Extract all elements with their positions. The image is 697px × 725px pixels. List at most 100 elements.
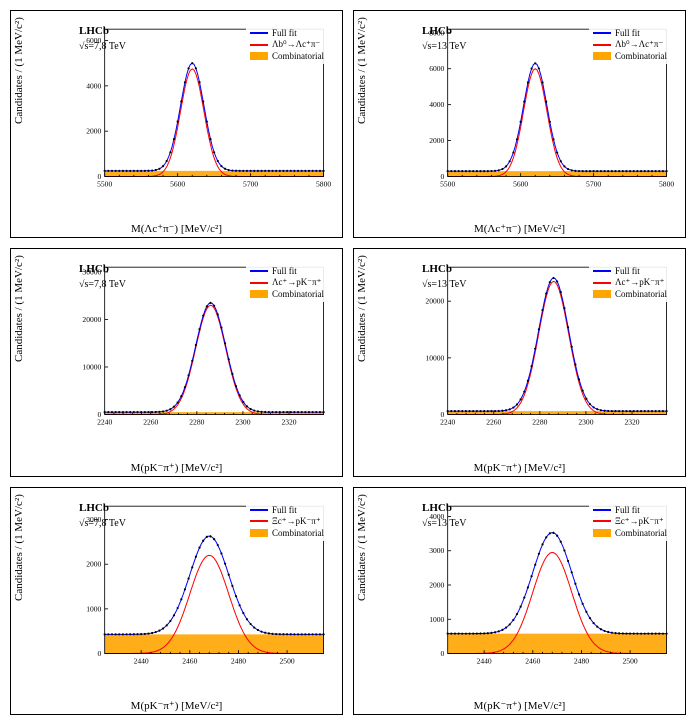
legend-label: Ξc⁺→pK⁻π⁺ [272, 516, 321, 527]
legend-label: Full fit [272, 28, 297, 38]
signal-curve [105, 69, 324, 177]
x-axis-label: M(Λc⁺π⁻) [MeV/c²] [354, 222, 685, 235]
annotation-experiment: LHCb [422, 263, 452, 275]
legend-swatch-box [250, 290, 268, 298]
annotation-energy: √s=7,8 TeV [79, 279, 126, 290]
svg-text:2280: 2280 [532, 418, 547, 427]
svg-text:6000: 6000 [429, 64, 444, 73]
legend-swatch-line [593, 44, 611, 46]
svg-text:2300: 2300 [578, 418, 593, 427]
signal-curve [448, 69, 667, 177]
legend-row: Ξc⁺→pK⁻π⁺ [593, 516, 667, 527]
legend-swatch-line [250, 270, 268, 272]
legend-swatch-box [593, 529, 611, 537]
annotation-experiment: LHCb [79, 25, 109, 37]
legend-swatch-line [250, 509, 268, 511]
bkg-area [105, 634, 324, 653]
legend-swatch-box [250, 529, 268, 537]
svg-text:2260: 2260 [486, 418, 501, 427]
legend-label: Λb⁰→Λc⁺π⁻ [615, 39, 663, 50]
legend-swatch-box [593, 52, 611, 60]
svg-text:2460: 2460 [182, 656, 197, 665]
legend: Full fitΛb⁰→Λc⁺π⁻Combinatorial [246, 25, 328, 64]
svg-text:0: 0 [441, 649, 445, 658]
signal-curve [105, 306, 324, 415]
x-axis-label: M(pK⁻π⁺) [MeV/c²] [11, 699, 342, 712]
legend-swatch-box [593, 290, 611, 298]
annotation-energy: √s=13 TeV [422, 518, 466, 529]
legend-swatch-box [250, 52, 268, 60]
legend: Full fitΛb⁰→Λc⁺π⁻Combinatorial [589, 25, 671, 64]
legend-row: Λb⁰→Λc⁺π⁻ [593, 39, 667, 50]
legend-swatch-line [250, 520, 268, 522]
legend-swatch-line [593, 282, 611, 284]
svg-text:5700: 5700 [243, 180, 258, 189]
plot-panel-1: 550056005700580002000400060008000 LHCb √… [353, 10, 686, 238]
legend-label: Combinatorial [272, 289, 324, 299]
legend-swatch-line [593, 509, 611, 511]
svg-text:2320: 2320 [281, 418, 296, 427]
plot-panel-3: 2240226022802300232001000020000 LHCb √s=… [353, 248, 686, 476]
svg-text:1000: 1000 [429, 614, 444, 623]
annotation-experiment: LHCb [79, 263, 109, 275]
annotation-energy: √s=7,8 TeV [79, 518, 126, 529]
svg-text:2500: 2500 [623, 656, 638, 665]
legend-label: Combinatorial [272, 51, 324, 61]
plot-area: 224022602280230023200100002000030000 LHC… [71, 259, 332, 435]
legend-row: Full fit [250, 266, 324, 276]
svg-text:0: 0 [98, 172, 102, 181]
plot-panel-0: 55005600570058000200040006000 LHCb √s=7,… [10, 10, 343, 238]
svg-text:10000: 10000 [425, 354, 444, 363]
svg-text:4000: 4000 [429, 100, 444, 109]
legend-label: Combinatorial [272, 528, 324, 538]
plot-panel-4: 24402460248025000100020003000 LHCb √s=7,… [10, 487, 343, 715]
svg-text:4000: 4000 [86, 81, 101, 90]
y-axis-label: Candidates / (1 MeV/c²) [356, 17, 368, 124]
full-fit-curve [448, 532, 667, 633]
legend-label: Λc⁺→pK⁻π⁺ [272, 277, 321, 288]
svg-text:5700: 5700 [586, 180, 601, 189]
svg-text:2440: 2440 [477, 656, 492, 665]
plot-area: 55005600570058000200040006000 LHCb √s=7,… [71, 21, 332, 197]
legend-swatch-line [593, 32, 611, 34]
svg-text:1000: 1000 [86, 604, 101, 613]
svg-text:2280: 2280 [189, 418, 204, 427]
legend: Full fitΞc⁺→pK⁻π⁺Combinatorial [246, 502, 328, 541]
y-axis-label: Candidates / (1 MeV/c²) [356, 494, 368, 601]
annotation-experiment: LHCb [79, 502, 109, 514]
svg-text:2000: 2000 [86, 559, 101, 568]
legend-label: Full fit [272, 266, 297, 276]
svg-text:2500: 2500 [280, 656, 295, 665]
plot-area: 550056005700580002000400060008000 LHCb √… [414, 21, 675, 197]
legend-label: Λb⁰→Λc⁺π⁻ [272, 39, 320, 50]
legend-label: Full fit [615, 28, 640, 38]
legend-row: Full fit [593, 28, 667, 38]
annotation-energy: √s=13 TeV [422, 41, 466, 52]
svg-text:5600: 5600 [170, 180, 185, 189]
legend-swatch-line [250, 32, 268, 34]
x-axis-label: M(Λc⁺π⁻) [MeV/c²] [11, 222, 342, 235]
legend-row: Full fit [250, 505, 324, 515]
y-axis-label: Candidates / (1 MeV/c²) [13, 494, 25, 601]
svg-text:0: 0 [98, 410, 102, 419]
x-axis-label: M(pK⁻π⁺) [MeV/c²] [11, 461, 342, 474]
legend-label: Λc⁺→pK⁻π⁺ [615, 277, 664, 288]
legend-row: Full fit [250, 28, 324, 38]
x-axis-label: M(pK⁻π⁺) [MeV/c²] [354, 699, 685, 712]
svg-text:2460: 2460 [525, 656, 540, 665]
legend-row: Ξc⁺→pK⁻π⁺ [250, 516, 324, 527]
legend-swatch-line [250, 282, 268, 284]
plot-area: 2240226022802300232001000020000 LHCb √s=… [414, 259, 675, 435]
svg-text:2440: 2440 [134, 656, 149, 665]
legend-swatch-line [593, 520, 611, 522]
svg-text:3000: 3000 [429, 546, 444, 555]
svg-text:2320: 2320 [624, 418, 639, 427]
svg-text:5600: 5600 [513, 180, 528, 189]
legend-label: Full fit [615, 505, 640, 515]
svg-text:0: 0 [441, 172, 445, 181]
legend-row: Combinatorial [593, 51, 667, 61]
svg-text:0: 0 [98, 649, 102, 658]
plot-panel-2: 224022602280230023200100002000030000 LHC… [10, 248, 343, 476]
svg-text:10000: 10000 [82, 363, 101, 372]
annotation-energy: √s=7,8 TeV [79, 41, 126, 52]
